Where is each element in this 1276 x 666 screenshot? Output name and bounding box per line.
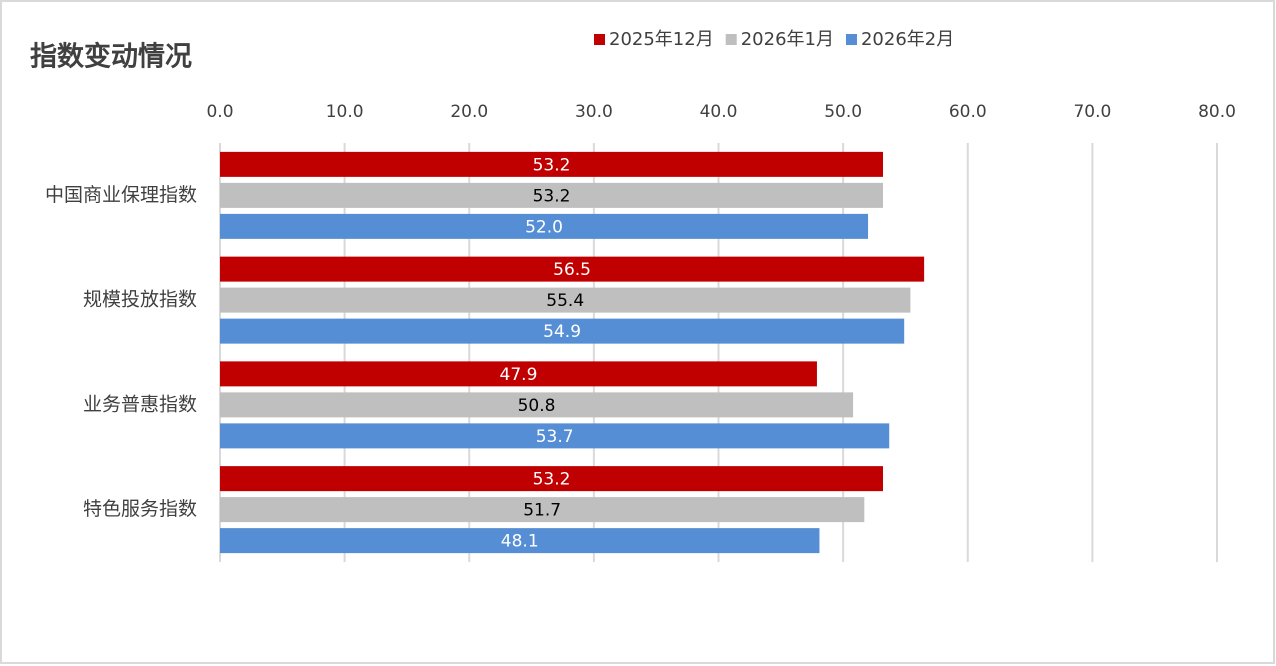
x-tick-label: 60.0 <box>949 102 987 122</box>
legend-swatch <box>845 34 857 45</box>
x-tick-label: 70.0 <box>1073 102 1111 122</box>
chart-title: 指数变动情况 <box>30 41 192 73</box>
bar <box>220 423 890 449</box>
data-label: 53.2 <box>533 470 571 490</box>
data-label: 53.7 <box>536 427 574 447</box>
x-tick-label: 10.0 <box>326 102 364 122</box>
bar <box>220 182 884 208</box>
legend-swatch <box>594 34 605 45</box>
y-tick-label: 业务普惠指数 <box>83 393 197 415</box>
bar <box>220 287 911 313</box>
bar <box>220 466 884 492</box>
x-tick-label: 40.0 <box>700 102 738 122</box>
legend-swatch <box>725 34 737 45</box>
x-tick-label: 0.0 <box>206 102 233 122</box>
bar <box>220 392 854 418</box>
y-tick-label: 规模投放指数 <box>83 289 197 311</box>
legend-label: 2025年12月 <box>609 29 714 50</box>
bar <box>220 318 905 344</box>
x-tick-label: 20.0 <box>450 102 488 122</box>
data-label: 53.2 <box>533 186 571 206</box>
data-label: 53.2 <box>533 155 571 175</box>
data-label: 47.9 <box>500 365 538 385</box>
data-label: 54.9 <box>543 322 581 342</box>
y-tick-label: 中国商业保理指数 <box>45 184 197 206</box>
x-tick-label: 50.0 <box>824 102 862 122</box>
legend-label: 2026年1月 <box>741 29 834 50</box>
legend-label: 2026年2月 <box>861 29 954 50</box>
bar <box>220 361 817 387</box>
bar <box>220 213 869 239</box>
data-label: 48.1 <box>501 532 539 552</box>
bar <box>220 151 884 177</box>
bar <box>220 256 925 282</box>
bar <box>220 528 820 554</box>
data-label: 50.8 <box>518 396 556 416</box>
x-tick-label: 30.0 <box>575 102 613 122</box>
data-label: 51.7 <box>523 501 561 521</box>
bar <box>220 497 865 523</box>
data-label: 56.5 <box>553 260 591 280</box>
data-label: 55.4 <box>546 291 584 311</box>
data-label: 52.0 <box>525 217 563 237</box>
y-tick-label: 特色服务指数 <box>83 498 197 520</box>
x-tick-label: 80.0 <box>1198 102 1236 122</box>
